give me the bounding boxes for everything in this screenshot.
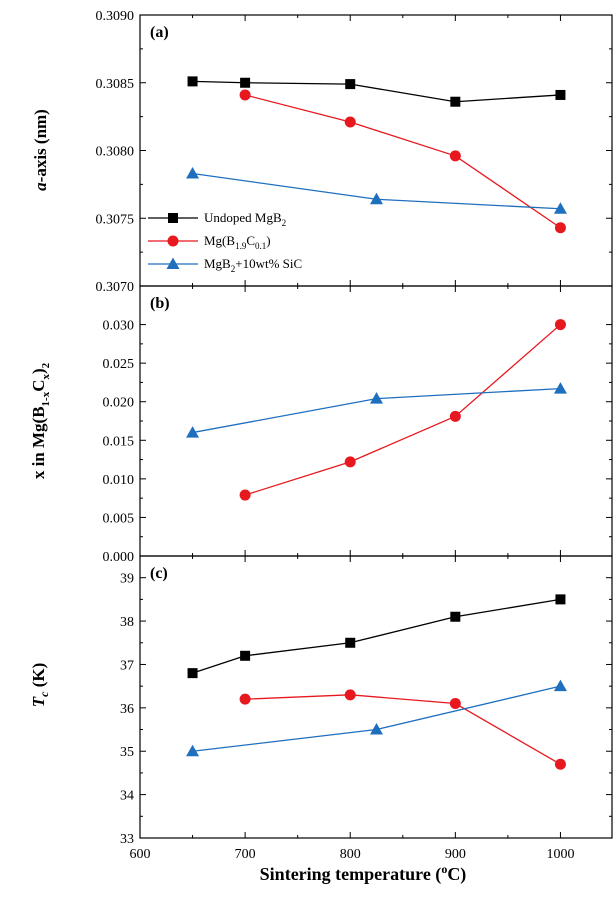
data-point-b-carbon xyxy=(344,456,356,468)
data-point-a-undoped xyxy=(450,96,461,107)
data-point-b-carbon xyxy=(239,489,251,501)
data-point-b-sic xyxy=(186,426,200,438)
y-tick-label-b: 0.005 xyxy=(103,511,135,526)
y-tick-label-b: 0.015 xyxy=(103,434,135,449)
data-point-c-undoped xyxy=(187,668,198,679)
y-tick-label-a: 0.3090 xyxy=(96,9,135,24)
y-tick-label-c: 37 xyxy=(120,658,134,673)
series-a-sic xyxy=(186,167,567,214)
y-axis-label-c: Tc (K) xyxy=(29,663,51,708)
data-point-c-undoped xyxy=(345,637,356,648)
data-point-a-undoped xyxy=(240,77,251,88)
legend-label-sic: MgB2+10wt% SiC xyxy=(204,256,302,274)
series-b-sic xyxy=(186,382,567,438)
data-point-c-sic xyxy=(186,744,200,757)
legend-label-carbon: Mg(B1.9C0.1) xyxy=(204,233,271,251)
data-point-c-sic xyxy=(370,723,383,735)
panel-b-label: (b) xyxy=(150,295,170,312)
legend: Undoped MgB2 Mg(B1.9C0.1) MgB2+10wt% SiC xyxy=(148,210,302,274)
series-line-c-undoped xyxy=(192,598,561,674)
data-point-b-sic xyxy=(370,392,383,404)
data-point-c-carbon xyxy=(554,758,566,770)
data-point-a-sic xyxy=(370,192,383,205)
y-tick-label-c: 33 xyxy=(120,832,134,847)
y-tick-label-b: 0.000 xyxy=(103,550,135,565)
y-tick-label-a: 0.3070 xyxy=(96,280,135,295)
series-b-carbon xyxy=(239,319,566,501)
y-tick-label-a: 0.3080 xyxy=(96,145,135,160)
x-tick-label: 800 xyxy=(340,847,361,862)
series-c-carbon xyxy=(239,689,566,770)
data-point-b-carbon xyxy=(449,410,461,422)
y-tick-label-c: 36 xyxy=(120,702,134,717)
series-line-b-carbon xyxy=(244,324,561,496)
panel-c-frame xyxy=(139,555,613,839)
data-point-c-sic xyxy=(553,679,567,692)
y-tick-label-c: 39 xyxy=(120,572,134,587)
data-point-c-undoped xyxy=(240,650,251,661)
data-point-a-carbon xyxy=(449,150,461,162)
y-tick-label-c: 35 xyxy=(120,745,134,760)
y-axis-label-b: x in Mg(B1-xCx)2 xyxy=(29,362,52,479)
data-point-a-undoped xyxy=(187,76,198,87)
series-line-a-carbon xyxy=(244,94,561,229)
x-axis-label: Sintering temperature (oC) xyxy=(260,862,467,885)
panel-c-label: (c) xyxy=(150,565,168,582)
data-point-a-sic xyxy=(553,202,567,214)
data-point-a-carbon xyxy=(344,116,356,128)
data-point-c-carbon xyxy=(239,693,251,705)
legend-label-undoped: Undoped MgB2 xyxy=(204,210,286,228)
y-tick-label-a: 0.3075 xyxy=(96,212,135,227)
y-tick-label-c: 34 xyxy=(120,789,134,804)
y-axis-label-a: a-axis (nm) xyxy=(31,109,50,191)
series-line-c-carbon xyxy=(245,694,561,765)
data-point-a-carbon xyxy=(239,89,251,101)
y-tick-label-a: 0.3085 xyxy=(96,77,135,92)
x-tick-label: 900 xyxy=(445,847,466,862)
data-point-c-carbon xyxy=(449,698,461,710)
ticks-layer: 0.3070 0.3075 0.3080 0.3085 0.3090 0.000 0.005… xyxy=(96,9,612,862)
data-point-c-carbon xyxy=(344,689,356,701)
series-layer xyxy=(186,76,567,770)
series-c-undoped xyxy=(187,594,566,679)
series-c-sic xyxy=(186,679,567,757)
data-point-b-carbon xyxy=(554,319,566,331)
data-point-a-undoped xyxy=(345,79,356,90)
y-tick-label-b: 0.030 xyxy=(103,319,135,334)
series-a-carbon xyxy=(239,89,566,234)
x-tick-label: 600 xyxy=(130,847,151,862)
data-point-a-sic xyxy=(186,167,200,179)
data-point-a-undoped xyxy=(555,89,566,100)
x-tick-label: 700 xyxy=(235,847,256,862)
data-point-c-undoped xyxy=(450,611,461,622)
panel-a-label: (a) xyxy=(150,24,169,41)
y-tick-label-b: 0.020 xyxy=(103,396,135,411)
data-point-c-undoped xyxy=(555,594,566,605)
data-point-b-sic xyxy=(553,382,567,394)
legend-marker-sic xyxy=(166,257,180,269)
panel-b-frame xyxy=(139,285,613,557)
data-point-a-carbon xyxy=(554,222,566,234)
y-tick-label-b: 0.025 xyxy=(103,357,135,372)
legend-marker-undoped xyxy=(168,213,178,223)
y-tick-label-b: 0.010 xyxy=(103,473,135,488)
x-tick-label: 1000 xyxy=(546,847,574,862)
y-tick-label-c: 38 xyxy=(120,615,134,630)
series-a-undoped xyxy=(187,76,566,107)
legend-marker-carbon xyxy=(167,235,179,247)
